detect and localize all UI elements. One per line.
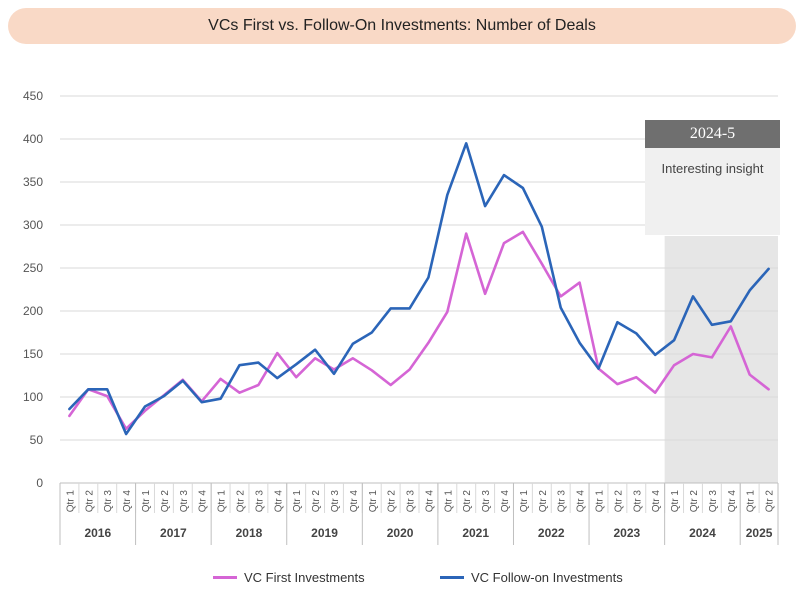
x-tick-label-2022-q1: Qtr 1 (519, 490, 530, 513)
legend-swatch-first (213, 576, 237, 579)
x-tick-label-2020-q2: Qtr 2 (387, 490, 398, 513)
x-tick-label-2023-q4: Qtr 4 (651, 490, 662, 513)
x-tick-label-2017-q3: Qtr 3 (179, 490, 190, 513)
legend-label-follow-on: VC Follow-on Investments (471, 570, 623, 585)
x-tick-label-2017-q1: Qtr 1 (141, 490, 152, 513)
y-tick-label-300: 300 (23, 218, 43, 232)
callout-text: Interesting insight (645, 148, 780, 235)
y-tick-label-250: 250 (23, 261, 43, 275)
x-tick-label-2023-q2: Qtr 2 (613, 490, 624, 513)
year-label-2017: 2017 (160, 526, 187, 540)
x-tick-label-2019-q2: Qtr 2 (311, 490, 322, 513)
legend-swatch-follow-on (440, 576, 464, 579)
x-tick-label-2024-q1: Qtr 1 (670, 490, 681, 513)
x-tick-label-2017-q4: Qtr 4 (198, 490, 209, 513)
x-tick-label-2022-q2: Qtr 2 (538, 490, 549, 513)
year-label-2024: 2024 (689, 526, 716, 540)
year-label-2021: 2021 (462, 526, 489, 540)
x-tick-label-2016-q1: Qtr 1 (65, 490, 76, 513)
year-label-2019: 2019 (311, 526, 338, 540)
legend-label-first: VC First Investments (244, 570, 365, 585)
year-label-2022: 2022 (538, 526, 565, 540)
y-tick-label-350: 350 (23, 175, 43, 189)
year-label-2020: 2020 (387, 526, 414, 540)
y-tick-label-150: 150 (23, 347, 43, 361)
x-tick-label-2021-q2: Qtr 2 (462, 490, 473, 513)
y-tick-label-450: 450 (23, 89, 43, 103)
x-tick-label-2019-q4: Qtr 4 (349, 490, 360, 513)
x-tick-label-2021-q3: Qtr 3 (481, 490, 492, 513)
x-tick-label-2020-q3: Qtr 3 (406, 490, 417, 513)
x-tick-label-2025-q2: Qtr 2 (765, 490, 776, 513)
x-tick-label-2018-q4: Qtr 4 (273, 490, 284, 513)
year-label-2018: 2018 (236, 526, 263, 540)
x-tick-label-2017-q2: Qtr 2 (160, 490, 171, 513)
x-tick-label-2020-q4: Qtr 4 (424, 490, 435, 513)
chart-title: VCs First vs. Follow-On Investments: Num… (8, 8, 796, 44)
x-tick-label-2022-q3: Qtr 3 (557, 490, 568, 513)
x-tick-label-2016-q4: Qtr 4 (122, 490, 133, 513)
x-tick-label-2016-q3: Qtr 3 (103, 490, 114, 513)
legend-follow-on-investments: VC Follow-on Investments (440, 570, 623, 585)
y-tick-label-400: 400 (23, 132, 43, 146)
x-tick-label-2018-q2: Qtr 2 (236, 490, 247, 513)
x-tick-label-2018-q1: Qtr 1 (217, 490, 228, 513)
year-label-2025: 2025 (746, 526, 773, 540)
x-tick-label-2018-q3: Qtr 3 (254, 490, 265, 513)
series-line-first-investments (68, 230, 770, 431)
x-tick-label-2019-q3: Qtr 3 (330, 490, 341, 513)
x-tick-label-2023-q3: Qtr 3 (632, 490, 643, 513)
year-label-2016: 2016 (84, 526, 111, 540)
y-tick-label-200: 200 (23, 304, 43, 318)
x-tick-label-2023-q1: Qtr 1 (595, 490, 606, 513)
x-tick-label-2021-q4: Qtr 4 (500, 490, 511, 513)
x-tick-label-2024-q3: Qtr 3 (708, 490, 719, 513)
x-tick-label-2024-q2: Qtr 2 (689, 490, 700, 513)
x-tick-label-2019-q1: Qtr 1 (292, 490, 303, 513)
x-tick-label-2025-q1: Qtr 1 (746, 490, 757, 513)
y-tick-label-100: 100 (23, 390, 43, 404)
year-label-2023: 2023 (613, 526, 640, 540)
x-tick-label-2024-q4: Qtr 4 (727, 490, 738, 513)
callout-header: 2024-5 (645, 120, 780, 148)
legend-first-investments: VC First Investments (213, 570, 365, 585)
x-tick-label-2016-q2: Qtr 2 (84, 490, 95, 513)
y-tick-label-0: 0 (36, 476, 43, 490)
y-tick-label-50: 50 (30, 433, 44, 447)
x-tick-label-2020-q1: Qtr 1 (368, 490, 379, 513)
x-tick-label-2022-q4: Qtr 4 (576, 490, 587, 513)
x-tick-label-2021-q1: Qtr 1 (443, 490, 454, 513)
series-line-follow-on-investments (68, 142, 770, 436)
